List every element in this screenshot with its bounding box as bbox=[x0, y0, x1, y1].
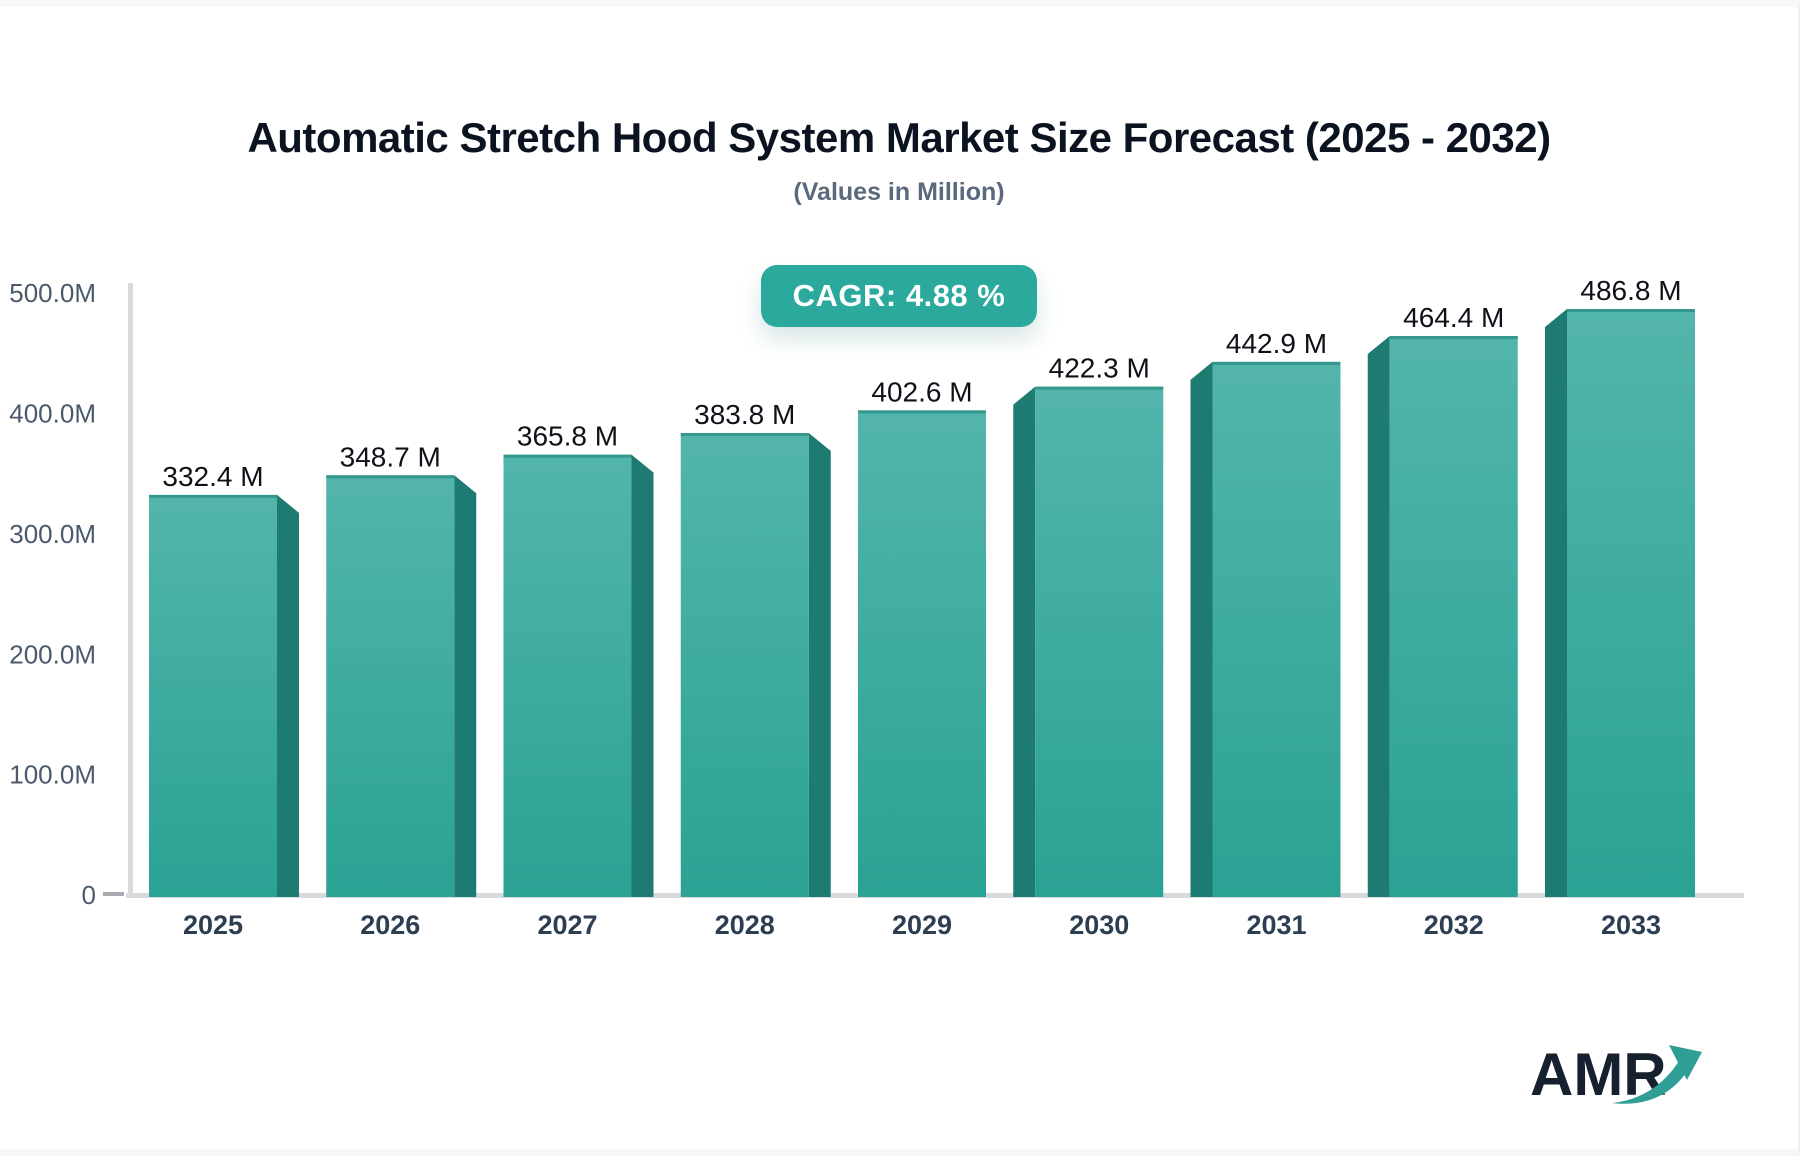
x-tick-label-2029: 2029 bbox=[892, 910, 952, 940]
bar-top-edge-2031 bbox=[1212, 361, 1341, 365]
bar-value-label-2028: 383.8 M bbox=[694, 399, 795, 430]
y-tick-label-500.0M: 500.0M bbox=[9, 278, 96, 308]
x-tick-label-2027: 2027 bbox=[537, 910, 597, 940]
bar-2029 bbox=[858, 410, 986, 897]
bar-2025 bbox=[149, 494, 277, 897]
bar-top-edge-2029 bbox=[858, 410, 986, 414]
x-tick-label-2030: 2030 bbox=[1069, 910, 1129, 940]
bar-side-2025 bbox=[277, 494, 299, 897]
bar-2033 bbox=[1567, 309, 1695, 898]
bar-value-label-2025: 332.4 M bbox=[162, 461, 263, 492]
x-tick-label-2032: 2032 bbox=[1424, 910, 1484, 940]
bar-2032 bbox=[1389, 336, 1518, 897]
bar-value-label-2026: 348.7 M bbox=[340, 441, 441, 472]
chart-subtitle: (Values in Million) bbox=[793, 178, 1005, 206]
zero-tick-dash bbox=[103, 892, 124, 896]
bar-side-2031 bbox=[1190, 361, 1213, 898]
chart-title: Automatic Stretch Hood System Market Siz… bbox=[247, 114, 1551, 161]
bar-side-2026 bbox=[454, 475, 477, 897]
y-tick-label-400.0M: 400.0M bbox=[9, 399, 96, 429]
growth-arrow-head-icon bbox=[1669, 1045, 1702, 1080]
x-tick-label-2028: 2028 bbox=[715, 910, 775, 940]
bar-2028 bbox=[680, 433, 809, 897]
bar-top-edge-2028 bbox=[680, 433, 809, 437]
x-tick-label-2031: 2031 bbox=[1246, 910, 1306, 940]
y-tick-label-300.0M: 300.0M bbox=[9, 519, 96, 549]
bar-2030 bbox=[1035, 386, 1164, 897]
x-tick-label-2025: 2025 bbox=[183, 910, 243, 940]
bar-top-edge-2032 bbox=[1389, 336, 1518, 340]
bar-top-edge-2033 bbox=[1567, 309, 1695, 313]
bar-2026 bbox=[326, 475, 455, 897]
cagr-badge: CAGR: 4.88 % bbox=[761, 265, 1037, 327]
bar-value-label-2032: 464.4 M bbox=[1403, 302, 1504, 333]
bar-side-2027 bbox=[631, 454, 654, 897]
bar-side-2032 bbox=[1367, 336, 1390, 897]
bar-value-label-2031: 442.9 M bbox=[1226, 328, 1327, 359]
bar-top-edge-2030 bbox=[1035, 386, 1164, 390]
bar-value-label-2027: 365.8 M bbox=[517, 421, 618, 452]
bar-value-label-2033: 486.8 M bbox=[1580, 275, 1681, 306]
bar-side-2033 bbox=[1545, 309, 1567, 898]
amr-logo: AMR bbox=[1530, 1041, 1702, 1108]
y-axis-line bbox=[128, 283, 133, 898]
x-tick-label-2033: 2033 bbox=[1601, 910, 1661, 940]
bar-top-edge-2026 bbox=[326, 475, 455, 479]
bar-top-edge-2025 bbox=[149, 494, 277, 498]
x-tick-label-2026: 2026 bbox=[360, 910, 420, 940]
bar-value-label-2030: 422.3 M bbox=[1049, 353, 1150, 384]
bar-2031 bbox=[1212, 361, 1341, 898]
cagr-badge-label: CAGR: 4.88 % bbox=[792, 278, 1006, 313]
y-tick-label-0: 0 bbox=[82, 880, 96, 910]
bar-side-2028 bbox=[808, 433, 831, 897]
y-tick-label-100.0M: 100.0M bbox=[9, 760, 96, 790]
y-tick-label-200.0M: 200.0M bbox=[9, 639, 96, 669]
market-size-bar-chart: 500.0M 400.0M 300.0M 200.0M 100.0M 0 332.4 M 20… bbox=[9, 275, 1744, 940]
bar-top-edge-2027 bbox=[503, 454, 632, 458]
bar-2027 bbox=[503, 454, 632, 897]
bar-side-2030 bbox=[1013, 386, 1036, 897]
bar-value-label-2029: 402.6 M bbox=[871, 376, 972, 407]
